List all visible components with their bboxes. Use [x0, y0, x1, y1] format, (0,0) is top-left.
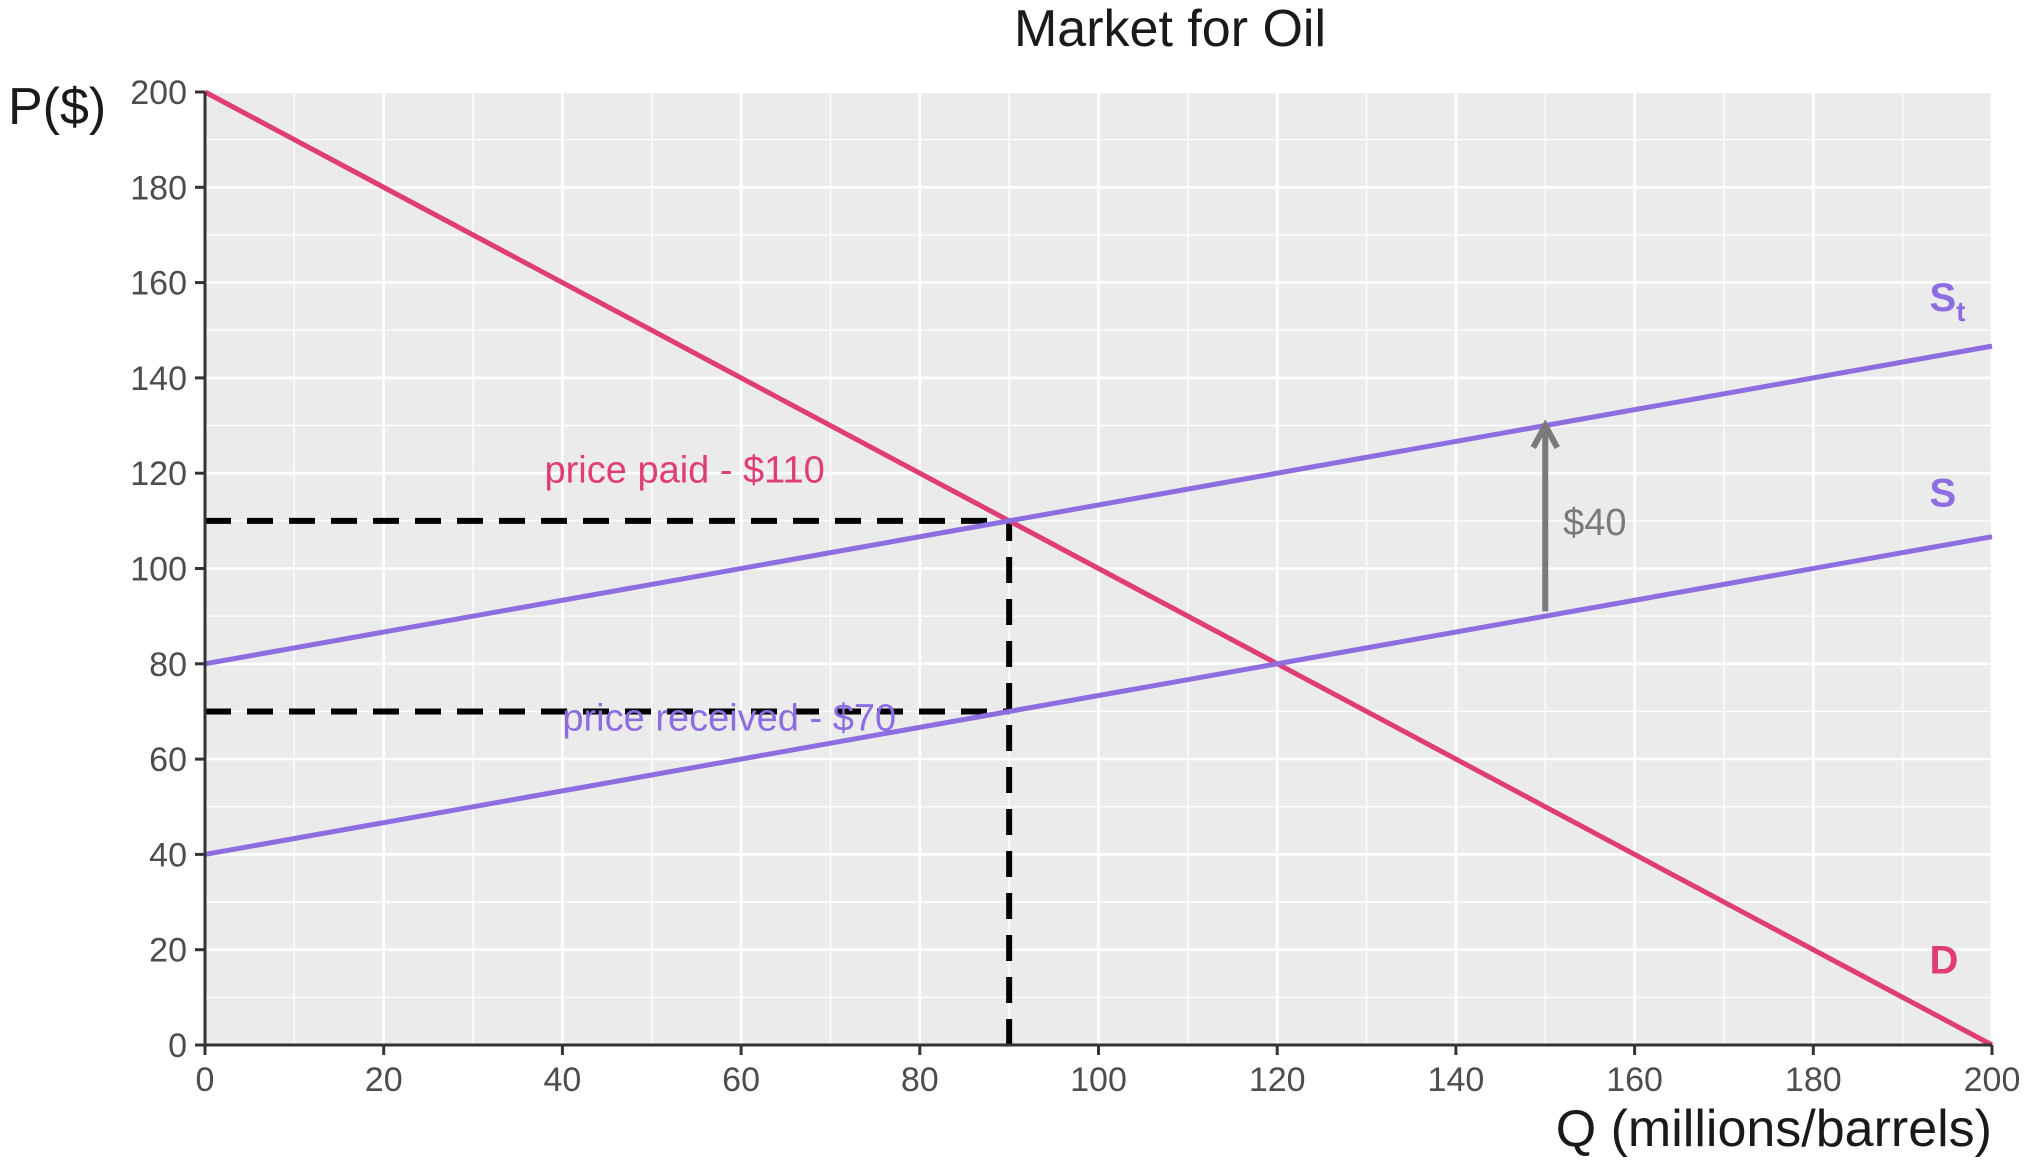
grid-major	[203, 90, 1994, 1047]
annotations: price paid - $110 price received - $70 $40	[545, 450, 1627, 740]
x-tick-label: 160	[1606, 1061, 1663, 1099]
y-tick-label: 140	[130, 360, 187, 398]
y-tick-label: 120	[130, 455, 187, 493]
tick-labels: 0 20 40 60 80 100 120 140 160 180 200 0 20 40 60 80 100 1…	[130, 74, 2020, 1099]
tax-arrow	[1530, 419, 1560, 612]
series-line-st	[204, 343, 1993, 667]
y-tick-label: 80	[149, 646, 187, 684]
x-axis-title: Q (millions/barrels)	[1556, 1100, 1992, 1158]
x-tick-label: 80	[901, 1061, 939, 1099]
x-tick-label: 20	[365, 1061, 403, 1099]
series-line-d	[203, 89, 1994, 1048]
x-tick-label: 200	[1964, 1061, 2021, 1099]
y-tick-label: 20	[149, 932, 187, 970]
annotation-label: price received - $70	[562, 698, 896, 740]
curve-label-s: S	[1929, 472, 1956, 516]
y-tick-label: 0	[168, 1027, 187, 1065]
y-tick-label: 200	[130, 74, 187, 112]
reference-lines	[205, 517, 1013, 1045]
y-tick-label: 40	[149, 836, 187, 874]
x-tick-label: 60	[722, 1061, 760, 1099]
annotation-label: $40	[1563, 502, 1626, 544]
series-line-s	[204, 534, 1993, 857]
x-tick-label: 120	[1249, 1061, 1306, 1099]
curve-label-d: D	[1929, 939, 1958, 983]
x-tick-label: 100	[1070, 1061, 1127, 1099]
x-tick-label: 0	[196, 1061, 215, 1099]
series-lines	[203, 89, 1994, 1048]
x-tick-label: 40	[543, 1061, 581, 1099]
y-tick-label: 100	[130, 551, 187, 589]
y-tick-label: 60	[149, 741, 187, 779]
y-tick-label: 160	[130, 265, 187, 303]
y-tick-label: 180	[130, 169, 187, 207]
chart-title: Market for Oil	[1014, 0, 1326, 58]
y-axis-title: P($)	[8, 78, 106, 136]
x-tick-label: 140	[1428, 1061, 1485, 1099]
x-tick-label: 180	[1785, 1061, 1842, 1099]
annotation-label: price paid - $110	[545, 450, 825, 492]
axes	[195, 90, 1994, 1055]
arrow-head	[1530, 419, 1560, 449]
